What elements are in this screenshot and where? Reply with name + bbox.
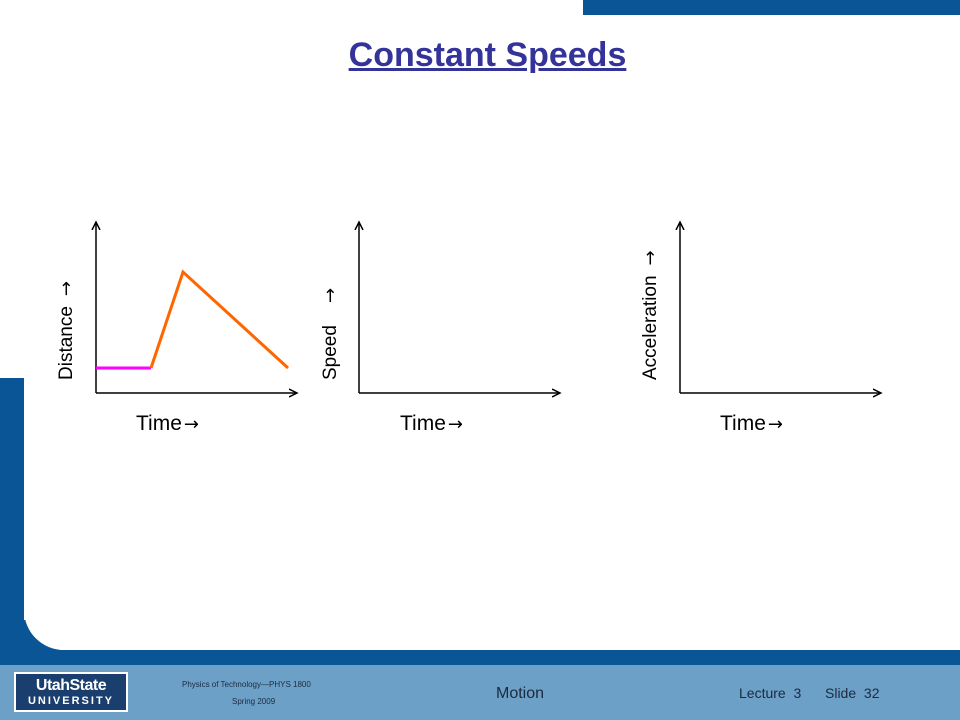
- logo-line2: UNIVERSITY: [27, 695, 114, 707]
- distance-graph: [96, 223, 296, 393]
- distance-axis-label: Distance→: [56, 280, 77, 380]
- speed-axis-label: Speed→: [320, 287, 341, 380]
- topic-label: Motion: [496, 685, 545, 702]
- slope-segments: [149, 269, 290, 370]
- acceleration-time-label: Time →: [720, 412, 783, 435]
- university-logo: UtahState UNIVERSITY: [14, 672, 128, 712]
- logo-line1: UtahState: [35, 677, 107, 694]
- footer-bar: [0, 665, 960, 720]
- distance-time-label: Time →: [136, 412, 199, 435]
- acceleration-graph: [680, 223, 880, 393]
- acceleration-axis-label: Acceleration→: [640, 250, 661, 380]
- slide-title: Constant Speeds: [348, 36, 627, 74]
- slide-number: Slide 32: [825, 685, 880, 701]
- lecture-number: Lecture 3: [739, 685, 802, 701]
- top-accent-band: [583, 0, 960, 15]
- speed-graph: [359, 223, 559, 393]
- bottom-accent-band: [0, 650, 960, 665]
- speed-time-label: Time →: [400, 412, 463, 435]
- course-term: Spring 2009: [232, 697, 276, 706]
- course-name: Physics of Technology—PHYS 1800: [182, 680, 311, 689]
